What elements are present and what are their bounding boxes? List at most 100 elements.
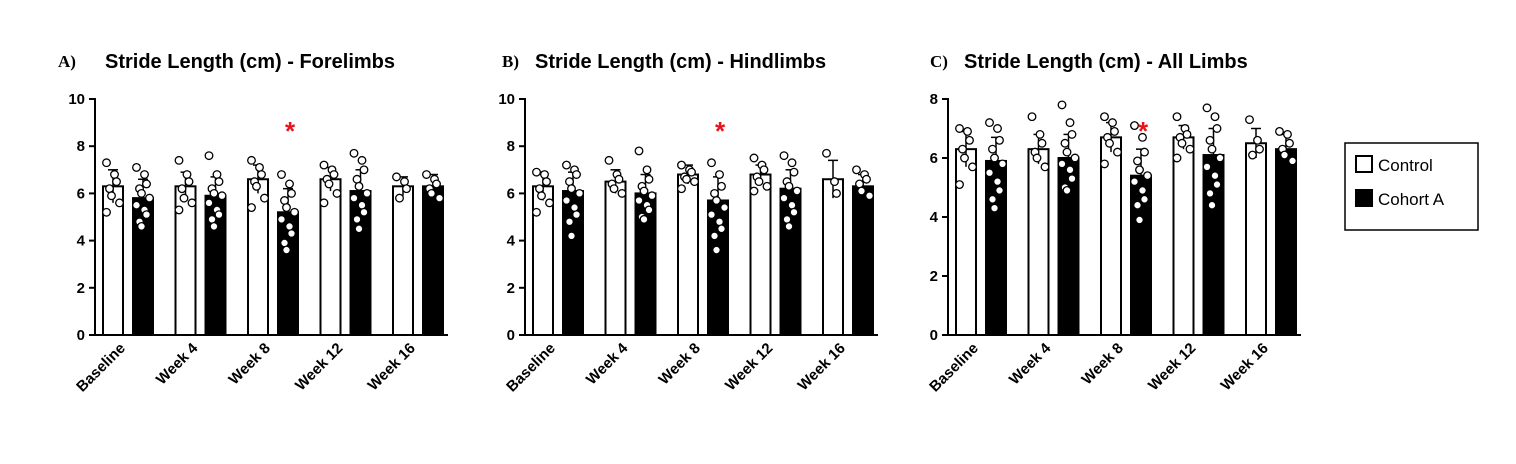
data-point [282, 245, 291, 255]
data-point [1070, 153, 1080, 163]
data-point [179, 193, 189, 203]
data-point [712, 245, 721, 255]
y-tick-label: 8 [77, 138, 85, 155]
data-point [532, 167, 541, 177]
data-point [1110, 126, 1119, 136]
y-tick-label: 2 [930, 268, 938, 285]
data-point [214, 177, 224, 187]
data-point [604, 155, 614, 165]
data-point [865, 191, 874, 201]
data-point [963, 126, 972, 136]
data-point [1205, 188, 1215, 198]
data-point [1133, 156, 1142, 166]
data-point [1133, 200, 1142, 210]
data-point [690, 177, 699, 187]
bar-control [1027, 148, 1050, 336]
bar-cohort-a [1275, 148, 1297, 336]
data-point [182, 170, 192, 179]
data-point [634, 146, 644, 156]
x-tick-label: Week 12 [722, 340, 776, 394]
data-point [115, 198, 124, 208]
data-point [1285, 138, 1294, 148]
data-point [993, 177, 1002, 187]
data-point [958, 144, 967, 154]
x-tick-label: Week 8 [655, 340, 703, 388]
data-point [1212, 124, 1222, 133]
data-point [257, 170, 266, 179]
data-point [830, 177, 839, 187]
y-tick-label: 10 [498, 91, 515, 108]
data-point [960, 153, 969, 163]
data-point [142, 179, 151, 189]
data-point [1138, 132, 1147, 142]
data-point [998, 159, 1007, 169]
data-point [720, 203, 729, 213]
data-point [1027, 112, 1037, 122]
significance-asterisk: * [285, 116, 296, 146]
data-point [1207, 144, 1217, 154]
data-point [1105, 138, 1114, 148]
significance-asterisk: * [1138, 116, 1149, 146]
data-point [575, 188, 584, 198]
bar-cohort-a [1057, 157, 1080, 336]
data-point [707, 158, 716, 168]
data-point [174, 205, 184, 215]
x-tick-label: Week 4 [583, 339, 632, 388]
data-point [107, 191, 116, 201]
significance-asterisk: * [715, 116, 726, 146]
data-point [354, 181, 364, 191]
data-point [1100, 159, 1109, 169]
data-point [1113, 147, 1122, 157]
data-point [280, 196, 289, 205]
panel-letter: C) [930, 52, 948, 71]
data-point [1037, 138, 1047, 148]
data-point [324, 179, 334, 189]
data-point [540, 170, 549, 179]
data-point [247, 155, 256, 165]
data-point [395, 193, 404, 203]
x-tick-label: Week 8 [1078, 340, 1126, 388]
data-point [432, 179, 441, 189]
bar-cohort-a [132, 197, 154, 336]
data-point [789, 167, 799, 177]
y-tick-label: 4 [930, 209, 939, 226]
data-point [535, 184, 544, 194]
data-point [400, 177, 409, 187]
y-tick-label: 4 [77, 233, 86, 250]
data-point [988, 144, 997, 154]
data-point [572, 210, 581, 220]
data-point [402, 184, 411, 194]
data-point [572, 170, 581, 179]
data-point [145, 193, 154, 203]
data-point [710, 188, 719, 198]
data-point [792, 186, 802, 196]
data-point [177, 184, 187, 194]
data-point [855, 179, 864, 189]
chart-title: Stride Length (cm) - All Limbs [964, 51, 1248, 73]
data-point [717, 181, 726, 191]
data-point [644, 205, 654, 215]
data-point [255, 162, 264, 172]
data-point [759, 165, 769, 175]
x-tick-label: Week 16 [1218, 340, 1272, 394]
y-tick-label: 2 [507, 280, 515, 297]
bar-cohort-a [985, 159, 1007, 336]
data-point [968, 162, 977, 172]
data-point [749, 153, 759, 163]
data-point [354, 224, 364, 234]
data-point [707, 210, 716, 220]
data-point [280, 238, 289, 248]
data-point [955, 124, 964, 133]
data-point [609, 184, 619, 194]
data-point [784, 221, 794, 231]
data-point [137, 188, 146, 198]
chart-panel-2: C) Stride Length (cm) - All Limbs 0 2 4 6 8 Bas… [926, 51, 1301, 395]
data-point [639, 214, 649, 224]
x-tick-label: Week 16 [795, 340, 849, 394]
data-point [1130, 177, 1139, 187]
data-point [349, 193, 359, 203]
data-point [1280, 150, 1289, 160]
legend-swatch-control [1355, 155, 1373, 173]
data-point [1172, 153, 1182, 163]
